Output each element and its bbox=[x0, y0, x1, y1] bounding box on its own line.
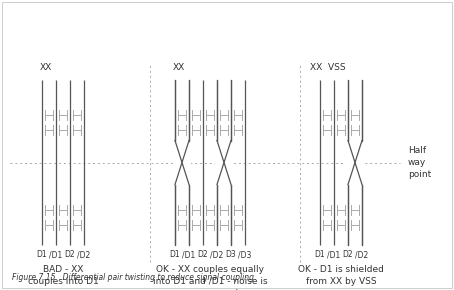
Text: D1: D1 bbox=[37, 250, 47, 259]
Text: /D2: /D2 bbox=[77, 250, 91, 259]
Text: from XX by VSS: from XX by VSS bbox=[306, 277, 376, 286]
Text: /D2: /D2 bbox=[355, 250, 369, 259]
Text: /D1: /D1 bbox=[183, 250, 196, 259]
Text: Figure 7.15   Differential pair twisting to reduce signal coupling.: Figure 7.15 Differential pair twisting t… bbox=[12, 273, 257, 282]
Bar bbox=[215, 140, 233, 184]
Text: OK - XX couples equally: OK - XX couples equally bbox=[156, 265, 264, 274]
Text: common mode: common mode bbox=[176, 289, 244, 290]
Text: XX  VSS: XX VSS bbox=[310, 63, 345, 72]
Text: couples into D1: couples into D1 bbox=[28, 277, 99, 286]
Text: D3: D3 bbox=[226, 250, 237, 259]
Text: XX: XX bbox=[173, 63, 185, 72]
Text: D1: D1 bbox=[315, 250, 326, 259]
Bar bbox=[173, 140, 191, 184]
Text: D2: D2 bbox=[343, 250, 353, 259]
Text: /D2: /D2 bbox=[210, 250, 224, 259]
Text: D2: D2 bbox=[197, 250, 208, 259]
Text: /D3: /D3 bbox=[238, 250, 252, 259]
Bar bbox=[346, 140, 364, 184]
Text: BAD - XX: BAD - XX bbox=[43, 265, 83, 274]
Text: OK - D1 is shielded: OK - D1 is shielded bbox=[298, 265, 384, 274]
Text: /D1: /D1 bbox=[327, 250, 340, 259]
Text: XX: XX bbox=[40, 63, 52, 72]
Text: Half
way
point: Half way point bbox=[408, 146, 431, 179]
Text: D1: D1 bbox=[170, 250, 180, 259]
Text: /D1: /D1 bbox=[49, 250, 63, 259]
Text: into D1 and /D1 - noise is: into D1 and /D1 - noise is bbox=[153, 277, 267, 286]
Text: D2: D2 bbox=[64, 250, 75, 259]
